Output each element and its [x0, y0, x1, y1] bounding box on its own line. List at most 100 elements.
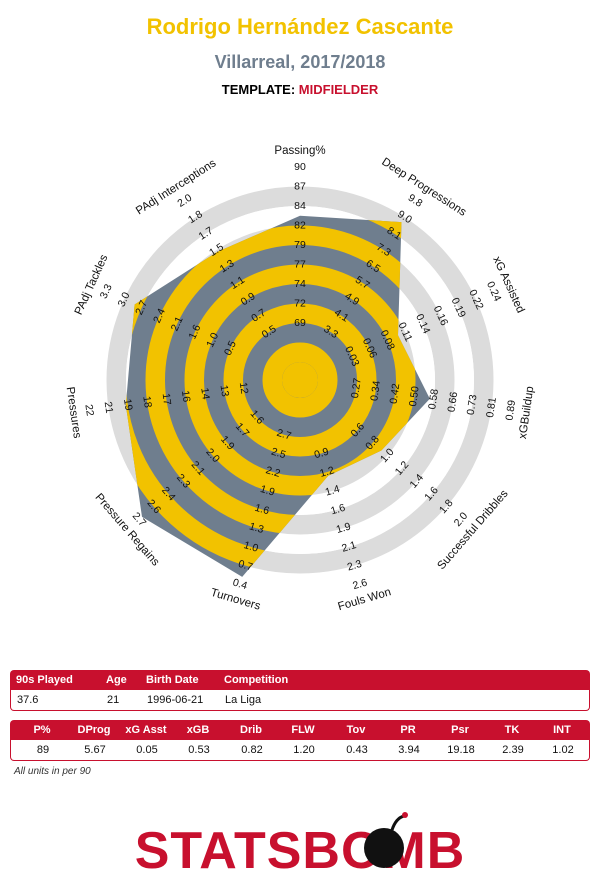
player-name: Rodrigo Hernández Cascante — [146, 14, 454, 39]
summary-header: 90s Played — [16, 674, 73, 686]
player-shape-band — [262, 342, 338, 418]
summary-header: Competition — [224, 674, 289, 686]
units-footnote: All units in per 90 — [14, 766, 91, 777]
tick-label: 74 — [294, 278, 306, 290]
tick-label: 12 — [237, 381, 251, 394]
stats-value: 2.39 — [502, 744, 524, 756]
stats-header: Drib — [240, 724, 262, 736]
template-line: TEMPLATE: MIDFIELDER — [0, 82, 600, 97]
stats-value: 0.43 — [346, 744, 368, 756]
tick-label: 2.2 — [264, 464, 282, 480]
tick-label: 0.5 — [222, 339, 239, 357]
tick-label: 18 — [140, 395, 154, 408]
tick-label: 82 — [294, 220, 306, 232]
tick-label: 1.9 — [259, 483, 277, 499]
tick-label: 1.3 — [248, 520, 266, 536]
logo-wordmark: STATSBOMB — [135, 822, 466, 880]
radar-band — [87, 167, 513, 593]
stats-value: 0.82 — [241, 744, 263, 756]
stats-header: Psr — [451, 724, 469, 736]
stats-value: 3.94 — [398, 744, 420, 756]
tick-label: 16 — [179, 390, 193, 403]
stats-value: 19.18 — [447, 744, 475, 756]
tick-label: 22 — [82, 404, 96, 417]
summary-value-row: 37.6 21 1996-06-21 La Liga — [10, 690, 590, 711]
tick-label: 79 — [294, 239, 306, 251]
tick-label: 0.89 — [503, 399, 518, 421]
tick-label: 1.6 — [253, 502, 271, 518]
tick-label: 3.3 — [98, 282, 115, 300]
tick-label: 2.1 — [340, 539, 358, 555]
stats-value: 0.05 — [136, 744, 158, 756]
radar-chart: 697274777982848790Passing%3.34.14.95.76.… — [64, 145, 537, 613]
stats-header: P% — [33, 724, 51, 736]
stats-value: 0.53 — [188, 744, 210, 756]
tick-label: 72 — [294, 298, 306, 310]
stats-header: xGB — [186, 724, 210, 736]
summary-header: Birth Date — [146, 674, 199, 686]
tick-label: 2.1 — [169, 315, 186, 333]
tick-label: 0.50 — [407, 385, 422, 407]
tick-label: 0.73 — [465, 394, 480, 416]
tick-label: 1.2 — [318, 464, 336, 480]
tick-label: 2.6 — [351, 577, 369, 593]
axis-label: Passing% — [274, 145, 325, 157]
summary-header: Age — [106, 674, 127, 686]
summary-value: 1996-06-21 — [147, 694, 204, 706]
tick-label: 3.0 — [116, 290, 133, 308]
stats-header: xG Asst — [125, 724, 167, 736]
tick-label: 1.6 — [186, 323, 203, 341]
player-shape-band — [184, 264, 416, 496]
bomb-icon — [364, 812, 408, 868]
stats-header: INT — [553, 724, 571, 736]
summary-table: 90s Played Age Birth Date Competition 37… — [10, 670, 590, 711]
template-label: TEMPLATE: — [221, 82, 296, 97]
tick-label: 2.4 — [151, 307, 168, 325]
axis-label: Fouls Won — [337, 586, 393, 613]
tick-label: 0.27 — [349, 377, 364, 399]
stats-value: 1.20 — [293, 744, 315, 756]
stats-value: 1.02 — [552, 744, 574, 756]
tick-label: 21 — [102, 401, 116, 414]
tick-label: 0.7 — [237, 558, 255, 574]
axis-label: Turnovers — [209, 587, 262, 613]
player-shape-band — [223, 303, 377, 457]
tick-label: 1.9 — [335, 520, 353, 536]
tick-label: 2.5 — [270, 446, 288, 462]
tick-label: 0.58 — [426, 388, 441, 410]
tick-label: 1.6 — [329, 502, 347, 518]
statsbomb-logo: STATSBOMB — [135, 812, 466, 880]
tick-label: 0.66 — [445, 391, 460, 413]
stats-value: 5.67 — [84, 744, 106, 756]
stats-header-row: P% DProg xG Asst xGB Drib FLW Tov PR Psr… — [10, 720, 590, 740]
tick-label: 2.7 — [133, 298, 150, 316]
tick-label: 0.9 — [313, 446, 331, 462]
stats-header: PR — [400, 724, 416, 736]
stats-value-row: 89 5.67 0.05 0.53 0.82 1.20 0.43 3.94 19… — [10, 740, 590, 761]
tick-label: 90 — [294, 161, 306, 173]
axis-label: Pressures — [64, 386, 83, 439]
axis-label: xGBuildup — [517, 386, 536, 440]
tick-label: 13 — [218, 384, 232, 397]
tick-label: 0.34 — [368, 380, 383, 402]
tick-label: 1.0 — [242, 539, 260, 555]
stats-header: FLW — [291, 724, 315, 736]
tick-label: 17 — [160, 393, 174, 406]
stats-value: 89 — [36, 744, 50, 756]
radar-band — [106, 186, 494, 574]
summary-value: 37.6 — [17, 694, 39, 706]
tick-label: 0.4 — [231, 577, 249, 593]
tick-label: 0.42 — [388, 383, 403, 405]
tick-label: 69 — [294, 317, 306, 329]
tick-label: 1.4 — [324, 483, 342, 499]
tick-label: 87 — [294, 181, 306, 193]
stats-header: TK — [504, 724, 520, 736]
tick-label: 1.0 — [204, 331, 221, 349]
summary-value: 21 — [107, 694, 120, 706]
tick-label: 84 — [294, 200, 306, 212]
tick-label: 2.7 — [275, 427, 293, 443]
tick-label: 2.3 — [346, 558, 364, 574]
club-season: Villarreal, 2017/2018 — [214, 52, 386, 72]
stats-header: DProg — [77, 724, 111, 736]
summary-header-row: 90s Played Age Birth Date Competition — [10, 670, 590, 690]
